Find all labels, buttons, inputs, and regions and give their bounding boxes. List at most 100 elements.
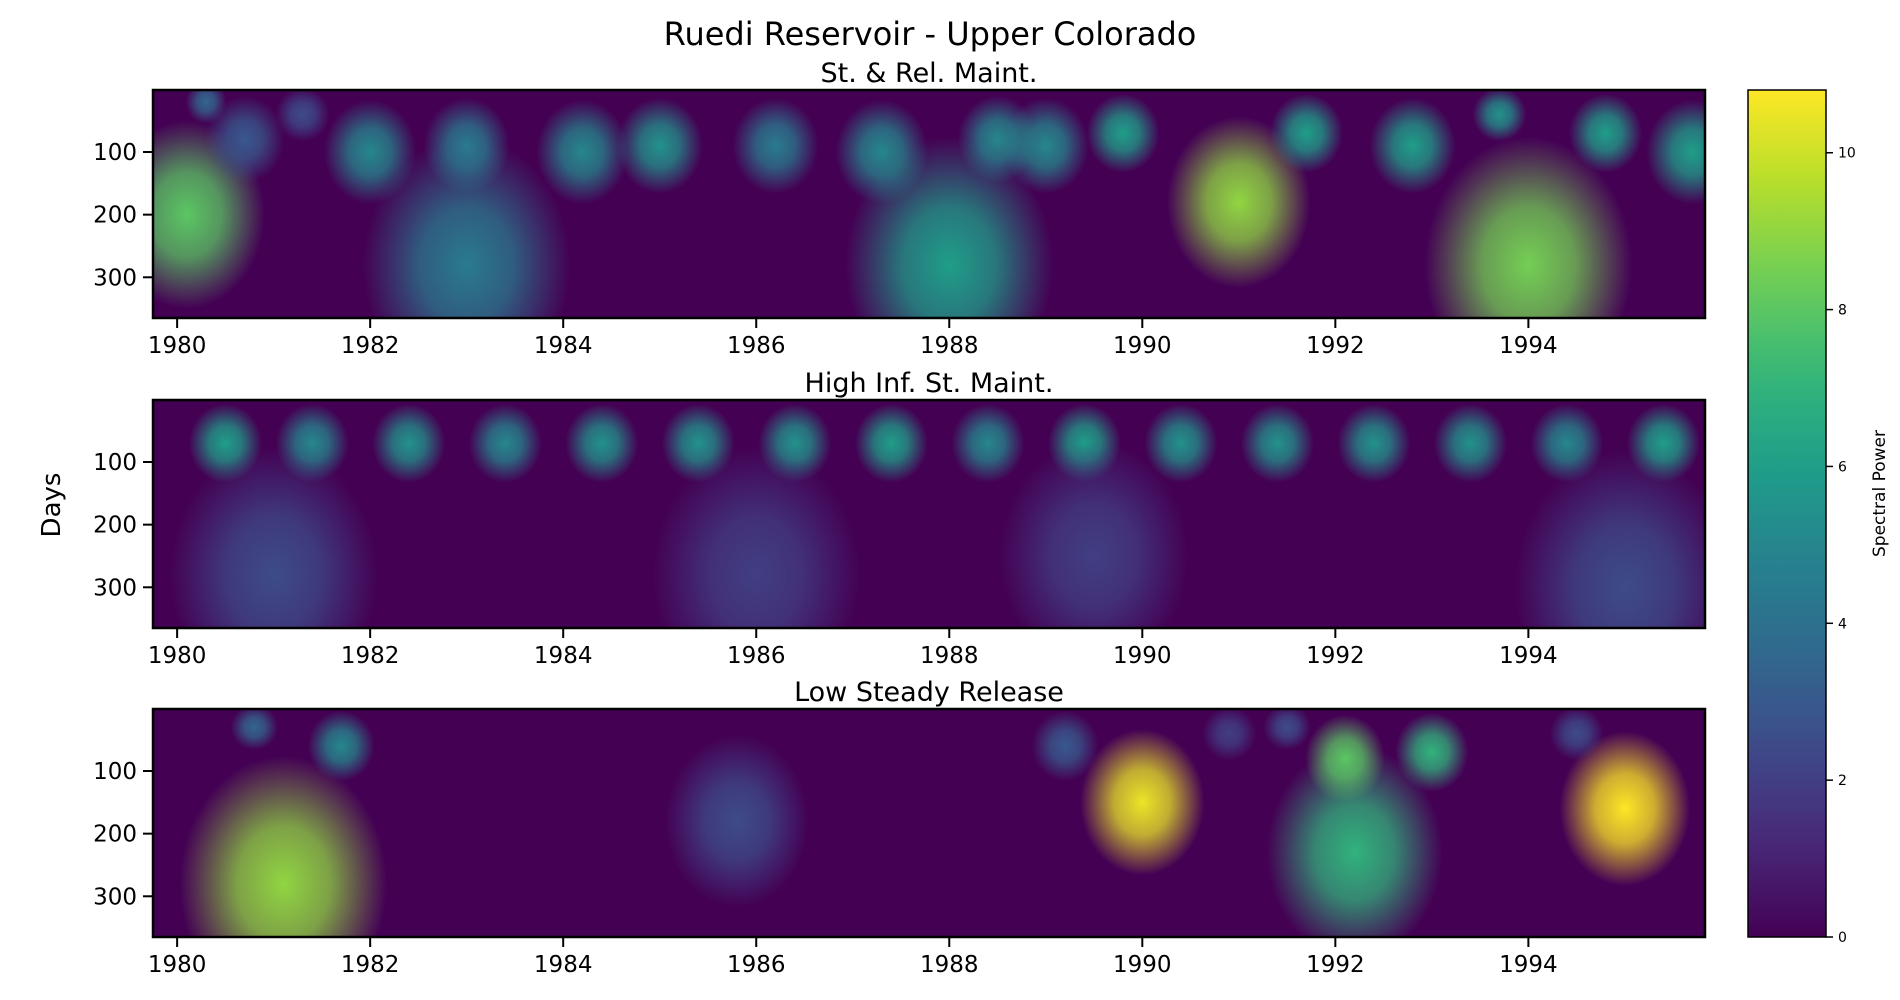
x-tick-label: 1992 — [1306, 643, 1365, 669]
heatmap-blob — [732, 97, 819, 194]
colorbar-tick-label: 10 — [1838, 146, 1856, 162]
heatmap-blob — [1241, 403, 1314, 483]
x-tick-label: 1994 — [1499, 643, 1558, 669]
heatmap-blob — [205, 95, 285, 184]
figure-title: Ruedi Reservoir - Upper Colorado — [664, 15, 1197, 53]
heatmap-blob — [1514, 451, 1705, 628]
heatmap-blob — [1549, 709, 1604, 761]
y-tick-label: 100 — [93, 450, 137, 476]
x-tick-label: 1990 — [1113, 643, 1172, 669]
y-tick-label: 300 — [93, 884, 137, 910]
x-tick-label: 1986 — [727, 952, 786, 978]
heatmap-blob — [536, 100, 629, 205]
heatmap-blob — [468, 403, 542, 483]
x-tick-label: 1994 — [1499, 952, 1558, 978]
panel-frame — [151, 88, 1707, 320]
heatmap-blob — [1559, 731, 1691, 886]
heatmap-blob — [308, 710, 375, 782]
heatmap-blob — [1305, 714, 1385, 803]
x-tick-label: 1984 — [534, 643, 593, 669]
heatmap-blob — [1472, 90, 1527, 142]
heatmap-blob — [652, 447, 860, 628]
heatmap-blob — [1002, 97, 1089, 194]
x-tick-label: 1980 — [148, 333, 207, 359]
heatmap-blob — [1144, 403, 1218, 483]
heatmap-blob — [1167, 116, 1311, 288]
x-tick-label: 1992 — [1306, 333, 1365, 359]
heatmap-blob — [565, 403, 639, 483]
colorbar-tick-label: 6 — [1838, 459, 1847, 475]
y-tick-label: 300 — [93, 575, 137, 601]
panels-group: St. & Rel. Maint. 1980 1982 1984 1986 1988 199… — [93, 58, 1707, 978]
y-tick-label: 200 — [93, 822, 137, 848]
x-tick-label: 1988 — [920, 643, 979, 669]
x-tick-label: 1990 — [1113, 952, 1172, 978]
heatmap-blob — [616, 97, 703, 194]
panel-frame — [151, 707, 1707, 939]
panel-2: High Inf. St. Maint. 1980 1982 1984 1986 1988… — [93, 368, 1707, 669]
heatmap-blob — [1000, 441, 1189, 628]
heatmap-blob — [1369, 97, 1456, 194]
y-tick-label: 100 — [93, 759, 137, 785]
panel-3: Low Steady Release 1980 1982 1984 1986 1988 19… — [93, 677, 1707, 978]
colorbar-tick-label: 4 — [1838, 616, 1847, 632]
heatmap-blob — [1434, 403, 1507, 483]
colorbar-tick-label: 8 — [1838, 303, 1847, 319]
heatmap-blob — [1080, 729, 1205, 876]
heatmap-blob — [1569, 93, 1642, 173]
x-tick-label: 1994 — [1499, 333, 1558, 359]
heatmap-blob — [1031, 710, 1099, 782]
colorbar-tick-label: 2 — [1838, 773, 1847, 789]
y-tick-label: 300 — [93, 265, 137, 291]
panel-title: Low Steady Release — [794, 677, 1064, 708]
x-tick-label: 1984 — [534, 333, 593, 359]
heatmap-blob — [951, 403, 1025, 483]
y-axis-label: Days — [37, 473, 67, 538]
x-tick-label: 1986 — [727, 333, 786, 359]
heatmap-cells — [170, 403, 1705, 628]
heatmap-blob — [1424, 137, 1632, 318]
y-tick-label: 200 — [93, 513, 137, 539]
x-tick-label: 1980 — [148, 643, 207, 669]
colorbar: 0 2 4 6 8 10 Spectral Power — [1747, 89, 1890, 946]
panel-title: St. & Rel. Maint. — [821, 58, 1038, 89]
heatmap-cells — [153, 90, 1705, 318]
x-tick-label: 1990 — [1113, 333, 1172, 359]
heatmap-blob — [423, 97, 510, 194]
x-tick-label: 1984 — [534, 952, 593, 978]
panel-title: High Inf. St. Maint. — [805, 368, 1054, 399]
heatmap-blob — [1267, 745, 1443, 937]
heatmap-blob — [170, 447, 378, 628]
x-tick-label: 1986 — [727, 643, 786, 669]
heatmap-blob — [1646, 100, 1705, 204]
heatmap-blob — [1086, 93, 1160, 173]
colorbar-gradient — [1747, 89, 1827, 938]
x-tick-label: 1988 — [920, 333, 979, 359]
x-tick-label: 1992 — [1306, 952, 1365, 978]
heatmap-blob — [1269, 93, 1343, 173]
y-tick-label: 200 — [93, 203, 137, 229]
heatmap-blob — [363, 137, 571, 318]
heatmap-cells — [179, 709, 1691, 937]
x-tick-label: 1982 — [341, 952, 400, 978]
heatmap-blob — [1395, 712, 1469, 792]
x-tick-label: 1988 — [920, 952, 979, 978]
y-tick-label: 100 — [93, 140, 137, 166]
heatmap-blob — [665, 735, 809, 907]
colorbar-label: Spectral Power — [1870, 430, 1890, 557]
x-tick-label: 1982 — [341, 333, 400, 359]
heatmap-background — [153, 709, 1705, 937]
heatmap-blob — [179, 756, 387, 937]
panel-1: St. & Rel. Maint. 1980 1982 1984 1986 1988 199… — [93, 58, 1707, 359]
heatmap-blob — [372, 403, 446, 483]
heatmap-blob — [1202, 709, 1256, 761]
panel-frame — [151, 398, 1707, 630]
x-tick-label: 1980 — [148, 952, 207, 978]
heatmap-blob — [230, 709, 278, 750]
x-tick-label: 1982 — [341, 643, 400, 669]
heatmap-blob — [1263, 709, 1311, 750]
heatmap-blob — [1337, 403, 1411, 483]
heatmap-blob — [275, 90, 330, 142]
colorbar-tick-label: 0 — [1838, 930, 1847, 946]
